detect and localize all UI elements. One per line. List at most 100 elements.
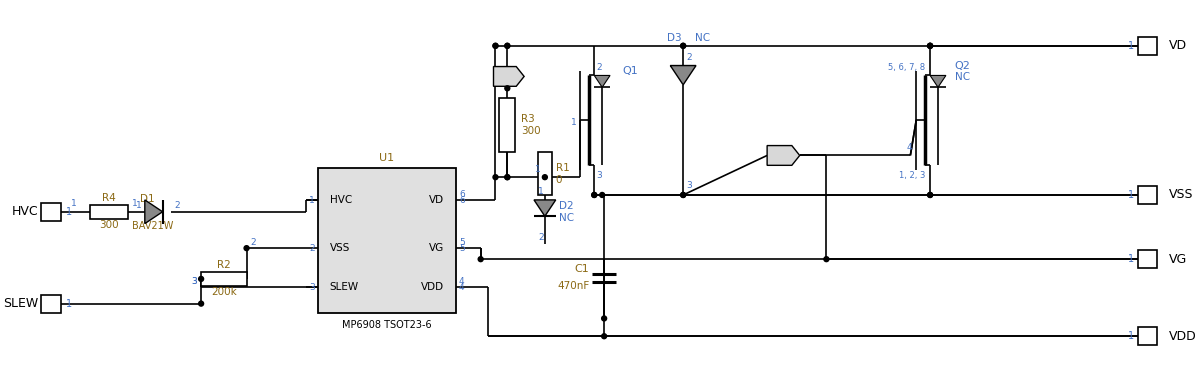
Text: D3: D3 xyxy=(666,33,682,43)
Text: VD: VD xyxy=(428,195,444,205)
Text: 1: 1 xyxy=(71,199,77,209)
Circle shape xyxy=(824,257,829,262)
Text: R2: R2 xyxy=(217,260,230,270)
Circle shape xyxy=(601,316,607,321)
Circle shape xyxy=(505,43,510,48)
Text: 5, 6, 7, 8: 5, 6, 7, 8 xyxy=(888,63,925,72)
Text: 3: 3 xyxy=(192,277,197,286)
Text: 3: 3 xyxy=(596,171,602,180)
Text: VSS: VSS xyxy=(330,243,350,253)
Bar xyxy=(318,168,456,313)
Text: 1: 1 xyxy=(1128,190,1134,200)
Bar xyxy=(1138,186,1157,204)
Circle shape xyxy=(505,175,510,180)
Text: Q1: Q1 xyxy=(622,66,637,76)
Circle shape xyxy=(592,192,596,197)
Text: 2: 2 xyxy=(251,238,256,247)
Text: 6: 6 xyxy=(458,196,464,205)
Circle shape xyxy=(505,43,510,48)
Circle shape xyxy=(493,175,498,180)
Text: D1: D1 xyxy=(140,194,155,204)
Circle shape xyxy=(199,276,204,281)
Text: VG: VG xyxy=(1169,253,1188,266)
Text: R4: R4 xyxy=(102,193,116,203)
Circle shape xyxy=(680,43,685,48)
Circle shape xyxy=(928,43,932,48)
Circle shape xyxy=(928,192,932,197)
Text: HVC: HVC xyxy=(330,195,352,205)
Polygon shape xyxy=(767,146,799,166)
Text: BAV21W: BAV21W xyxy=(132,220,174,230)
Circle shape xyxy=(493,43,498,48)
Circle shape xyxy=(478,257,484,262)
Bar xyxy=(41,203,61,221)
Text: SLEW: SLEW xyxy=(330,282,359,292)
Text: 4: 4 xyxy=(458,283,464,292)
Circle shape xyxy=(199,301,204,306)
Text: VSS: VSS xyxy=(1169,189,1194,202)
Circle shape xyxy=(244,246,250,251)
Text: Gate: Gate xyxy=(772,151,793,160)
Text: 3: 3 xyxy=(308,283,314,292)
Text: 3: 3 xyxy=(192,277,197,286)
Text: NC: NC xyxy=(695,33,710,43)
Text: 1, 2, 3: 1, 2, 3 xyxy=(899,171,925,180)
Bar xyxy=(202,272,246,286)
Text: 1: 1 xyxy=(535,165,541,174)
Text: NC: NC xyxy=(955,73,970,83)
Text: VG: VG xyxy=(428,243,444,253)
Circle shape xyxy=(505,175,510,180)
Text: 2: 2 xyxy=(596,63,602,72)
Circle shape xyxy=(680,43,685,48)
Circle shape xyxy=(600,192,605,197)
Text: 1: 1 xyxy=(1128,254,1134,264)
Polygon shape xyxy=(594,75,610,87)
Text: 3: 3 xyxy=(686,180,692,190)
Text: 470nF: 470nF xyxy=(557,281,589,291)
Circle shape xyxy=(928,192,932,197)
Bar xyxy=(538,152,552,195)
Text: C1: C1 xyxy=(575,264,589,274)
Text: R1: R1 xyxy=(556,163,570,173)
Text: VDD: VDD xyxy=(421,282,444,292)
Bar xyxy=(1138,37,1157,55)
Text: 2: 2 xyxy=(538,233,544,242)
Circle shape xyxy=(542,175,547,180)
Text: NC: NC xyxy=(559,213,574,223)
Text: 2: 2 xyxy=(174,201,180,210)
Circle shape xyxy=(928,43,932,48)
Circle shape xyxy=(680,192,685,197)
Text: 200k: 200k xyxy=(211,287,236,297)
Polygon shape xyxy=(534,200,556,216)
Text: 1: 1 xyxy=(136,201,142,210)
Circle shape xyxy=(592,192,596,197)
Text: 4: 4 xyxy=(458,277,464,286)
Circle shape xyxy=(601,334,607,339)
Circle shape xyxy=(505,86,510,91)
Text: 5: 5 xyxy=(458,238,464,247)
Text: HVC: HVC xyxy=(12,205,38,218)
Text: 1: 1 xyxy=(66,299,72,309)
Bar xyxy=(1138,327,1157,345)
Text: 1: 1 xyxy=(538,187,544,197)
Text: 1: 1 xyxy=(571,118,576,127)
Text: 0: 0 xyxy=(556,175,563,185)
Text: 6: 6 xyxy=(458,190,464,199)
Text: 1: 1 xyxy=(132,199,138,209)
Polygon shape xyxy=(145,200,162,223)
Text: MP6908 TSOT23-6: MP6908 TSOT23-6 xyxy=(342,320,432,330)
Circle shape xyxy=(928,43,932,48)
Text: SLEW: SLEW xyxy=(2,297,38,310)
Text: 1: 1 xyxy=(66,207,72,217)
Text: D2: D2 xyxy=(559,201,574,211)
Text: Gate: Gate xyxy=(496,72,517,81)
Text: VD: VD xyxy=(1169,39,1187,52)
Text: VDD: VDD xyxy=(1169,330,1196,343)
Bar xyxy=(1138,250,1157,268)
Bar xyxy=(499,98,515,152)
Text: R3: R3 xyxy=(521,114,535,124)
Polygon shape xyxy=(930,75,946,87)
Text: Q2: Q2 xyxy=(955,61,971,71)
Bar xyxy=(90,205,128,218)
Text: 1: 1 xyxy=(1128,331,1134,341)
